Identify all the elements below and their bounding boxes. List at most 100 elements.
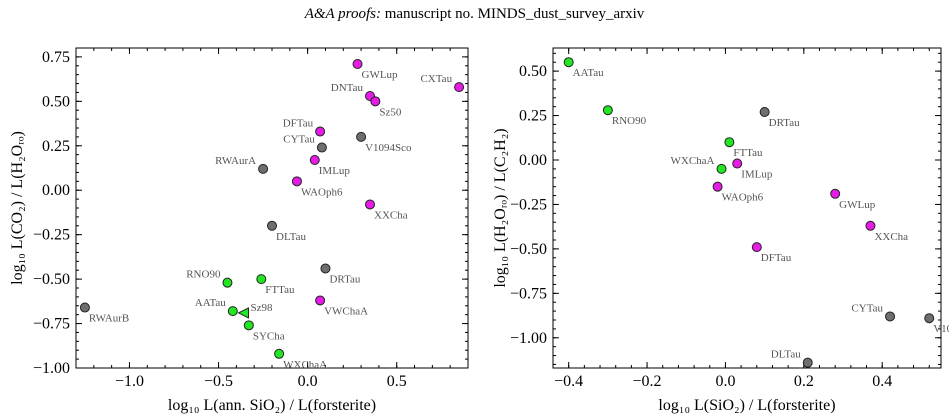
data-point-gwlup	[352, 59, 363, 69]
point-label-cytau: CYTau	[283, 134, 315, 146]
x-axis-label: log₁₀ L(ann. SiO₂) / L(forsterite)	[168, 397, 376, 414]
point-label-v1094sco: V1094Sco	[933, 323, 949, 335]
point-label-gwlup: GWLup	[362, 69, 399, 81]
point-label-rwaurb: RWAurB	[89, 313, 129, 325]
x-tick-label: 0.0	[298, 373, 318, 390]
data-point-cxtau	[454, 82, 465, 93]
point-label-aatau: AATau	[573, 67, 605, 79]
data-point-rwaurb	[79, 302, 90, 313]
y-axis-label: log₁₀ L(H₂Oᵣₒ) / L(C₂H₂)	[492, 128, 509, 287]
data-point-wxchaa	[274, 348, 285, 359]
left-scatter-panel: −1.0 −0.5 0.0 0.5 −1.00 −0.75 −0.50 −0.25 0.00 0.…	[9, 47, 469, 414]
point-label-sz50: Sz50	[379, 106, 402, 118]
point-label-imlup: IMLup	[319, 165, 351, 177]
x-tick-label: 0.2	[794, 373, 814, 390]
point-label-wxchaa: WXChaA	[283, 359, 327, 371]
point-label-cxtau: CXTau	[420, 73, 452, 85]
point-label-dltau: DLTau	[276, 231, 306, 243]
point-label-dftau: DFTau	[283, 118, 314, 130]
y-tick-label: 0.50	[519, 63, 547, 80]
point-label-drtau: DRTau	[769, 117, 800, 129]
point-label-rno90: RNO90	[612, 115, 647, 127]
y-tick-label: −1.00	[510, 330, 547, 347]
data-point-drtau	[320, 263, 331, 274]
data-point-fttau	[724, 137, 735, 148]
point-label-vwchaa: VWChaA	[324, 305, 368, 317]
data-point-waoph6	[291, 176, 302, 187]
point-label-xxcha: XXCha	[374, 209, 408, 221]
data-point-rwaura	[258, 163, 269, 174]
x-tick-label: −0.5	[204, 373, 233, 390]
point-label-wxchaa: WXChaA	[671, 155, 715, 167]
point-label-cytau: CYTau	[851, 302, 883, 314]
point-label-rno90: RNO90	[186, 269, 221, 281]
data-point-aatau	[227, 306, 238, 317]
x-axis-label: log₁₀ L(SiO₂) / L(forsterite)	[658, 397, 835, 414]
data-point-dftau	[315, 126, 326, 137]
x-tick-label: 0.0	[715, 373, 735, 390]
x-tick-label: 0.4	[872, 373, 892, 390]
data-point-waoph6	[712, 181, 723, 192]
y-tick-label: −0.75	[33, 316, 70, 333]
header-italic: A&A proofs:	[304, 6, 381, 22]
data-point-rno90	[602, 105, 613, 116]
data-point-gwlup	[830, 188, 841, 199]
point-label-waoph6: WAOph6	[301, 186, 343, 198]
header-text: manuscript no. MINDS_dust_survey_arxiv	[380, 6, 645, 22]
data-point-dltau	[802, 357, 813, 368]
data-point-fttau	[256, 274, 267, 285]
y-tick-label: −1.00	[33, 360, 70, 377]
x-tick-label: −0.2	[633, 373, 662, 390]
data-point-sycha	[243, 320, 254, 331]
x-tick-label: −0.4	[554, 373, 583, 390]
data-point-cytau	[316, 142, 327, 153]
point-label-dltau: DLTau	[771, 349, 801, 361]
point-label-sycha: SYCha	[253, 330, 285, 342]
data-point-sz98	[237, 307, 249, 319]
point-label-fttau: FTTau	[265, 284, 295, 296]
point-label-sz98: Sz98	[250, 302, 273, 314]
data-point-v1094sco	[356, 131, 367, 142]
plot-frame	[75, 47, 469, 369]
point-label-dntau: DNTau	[331, 82, 364, 94]
point-label-dftau: DFTau	[761, 252, 792, 264]
x-tick-label: −1.0	[115, 373, 144, 390]
data-point-dltau	[267, 220, 277, 231]
data-point-imlup	[732, 158, 743, 169]
data-point-xxcha	[865, 220, 876, 231]
data-point-sz50	[370, 96, 381, 107]
y-tick-label: 0.00	[519, 152, 547, 169]
point-label-imlup: IMLup	[741, 169, 773, 181]
point-label-fttau: FTTau	[733, 147, 763, 159]
point-label-v1094sco: V1094Sco	[365, 142, 412, 154]
data-point-dftau	[751, 242, 762, 253]
data-point-imlup	[309, 155, 320, 165]
data-point-xxcha	[365, 199, 375, 210]
y-tick-label: −0.50	[510, 241, 547, 258]
data-point-v1094sco	[924, 313, 935, 324]
data-point-drtau	[759, 107, 770, 117]
point-label-gwlup: GWLup	[839, 199, 876, 211]
y-tick-label: 0.00	[42, 182, 70, 199]
y-tick-label: −0.25	[510, 196, 547, 213]
data-point-aatau	[563, 57, 574, 68]
y-tick-label: −0.50	[33, 271, 70, 288]
data-point-rno90	[222, 277, 233, 288]
x-tick-label: 0.5	[387, 373, 407, 390]
y-tick-label: −0.75	[510, 285, 547, 302]
data-point-wxchaa	[716, 163, 727, 174]
point-label-aatau: AATau	[195, 297, 227, 309]
point-label-xxcha: XXCha	[874, 231, 908, 243]
page-header: A&A proofs: manuscript no. MINDS_dust_su…	[0, 6, 949, 23]
point-label-drtau: DRTau	[329, 273, 360, 285]
point-label-waoph6: WAOph6	[722, 192, 764, 204]
data-point-vwchaa	[315, 295, 326, 306]
y-tick-label: 0.25	[519, 108, 547, 125]
right-scatter-panel: −0.4 −0.2 0.0 0.2 0.4 −1.00 −0.75 −0.50 −0.25 0.0…	[492, 47, 949, 414]
point-label-rwaura: RWAurA	[215, 155, 256, 167]
data-point-cytau	[885, 311, 896, 322]
y-tick-label: 0.75	[42, 49, 70, 66]
y-tick-label: 0.50	[42, 93, 70, 110]
plot-frame	[552, 47, 942, 369]
